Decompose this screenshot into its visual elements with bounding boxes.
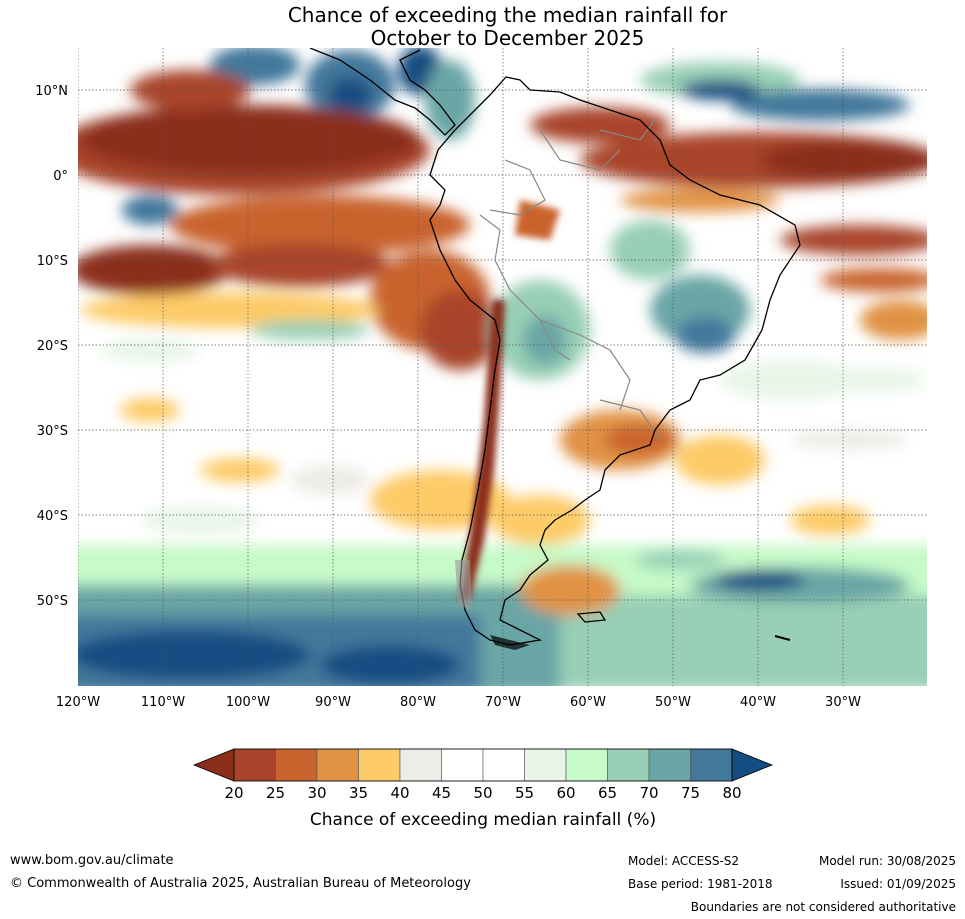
- lat-label: 50°S: [37, 594, 68, 609]
- footer-disclaimer: Boundaries are not considered authoritat…: [690, 900, 956, 914]
- colorbar-tick-label: 55: [515, 784, 534, 802]
- colorbar-swatches: [192, 748, 774, 782]
- colorbar-swatch: [482, 748, 525, 782]
- colorbar-swatch: [648, 748, 691, 782]
- lon-label: 70°W: [485, 695, 521, 710]
- colorbar-tick-label: 25: [266, 784, 285, 802]
- lon-label: 60°W: [570, 695, 606, 710]
- chile-fjords: [455, 560, 472, 610]
- lon-label: 120°W: [56, 695, 100, 710]
- lon-label: 30°W: [825, 695, 861, 710]
- south-america-coastline: [429, 76, 801, 646]
- footer-website: www.bom.gov.au/climate: [10, 853, 174, 868]
- colorbar-swatch: [441, 748, 484, 782]
- graticule: [78, 48, 927, 686]
- colorbar-tick-label: 35: [349, 784, 368, 802]
- rainfall-outlook-map: 10°N 0° 10°S 20°S 30°S 40°S 50°S 120°W 1…: [35, 48, 927, 830]
- lat-label: 30°S: [37, 424, 68, 439]
- lat-label: 10°N: [35, 84, 68, 99]
- colorbar-extend-low: [192, 748, 235, 782]
- colorbar-tick-label: 45: [432, 784, 451, 802]
- colorbar-swatch: [565, 748, 608, 782]
- lon-label: 90°W: [315, 695, 351, 710]
- lat-label: 20°S: [37, 339, 68, 354]
- footer-copyright: © Commonwealth of Australia 2025, Austra…: [10, 876, 471, 891]
- map-plot-area: [78, 48, 927, 686]
- footer-issued: Issued: 01/09/2025: [840, 877, 956, 891]
- title-line-2: October to December 2025: [370, 26, 645, 50]
- colorbar: 20 25 30 35 40 45 50 55 60 65 70 75 80 Chance of exc…: [192, 748, 774, 830]
- colorbar-tick-label: 80: [722, 784, 741, 802]
- colorbar-tick-labels: 20 25 30 35 40 45 50 55 60 65 70 75 80: [224, 784, 741, 802]
- lon-label: 80°W: [400, 695, 436, 710]
- country-borders: [479, 119, 661, 441]
- lat-label: 40°S: [37, 509, 68, 524]
- colorbar-swatch: [275, 748, 318, 782]
- lat-label: 0°: [53, 169, 68, 184]
- colorbar-swatch: [524, 748, 567, 782]
- colorbar-extend-high: [731, 748, 774, 782]
- lon-label: 40°W: [740, 695, 776, 710]
- latitude-labels: 10°N 0° 10°S 20°S 30°S 40°S 50°S: [35, 84, 68, 609]
- lon-label: 110°W: [141, 695, 185, 710]
- colorbar-swatch: [607, 748, 650, 782]
- colorbar-swatch: [358, 748, 401, 782]
- colorbar-swatch: [399, 748, 442, 782]
- colorbar-swatch: [690, 748, 733, 782]
- title-line-1: Chance of exceeding the median rainfall …: [287, 3, 728, 27]
- falkland-islands: [576, 611, 607, 623]
- colorbar-swatch: [233, 748, 276, 782]
- colorbar-frame: [233, 748, 733, 782]
- tierra-del-fuego: [490, 635, 530, 650]
- colorbar-tick-label: 30: [307, 784, 326, 802]
- colorbar-title: Chance of exceeding median rainfall (%): [310, 810, 656, 830]
- footer-model-run: Model run: 30/08/2025: [818, 854, 956, 868]
- map-title: Chance of exceeding the median rainfall …: [0, 4, 965, 50]
- lon-label: 100°W: [226, 695, 270, 710]
- colorbar-swatch: [316, 748, 359, 782]
- colorbar-tick-label: 40: [390, 784, 409, 802]
- footer-base-period: Base period: 1981-2018: [628, 877, 773, 891]
- colorbar-tick-label: 50: [473, 784, 492, 802]
- footer-model: Model: ACCESS-S2: [628, 854, 740, 868]
- central-america-coastline: [309, 48, 456, 136]
- rainfall-field: [78, 48, 927, 686]
- colorbar-tick-label: 70: [639, 784, 658, 802]
- lon-label: 50°W: [655, 695, 691, 710]
- colorbar-tick-label: 20: [224, 784, 243, 802]
- colorbar-tick-label: 60: [556, 784, 575, 802]
- colorbar-tick-label: 65: [598, 784, 617, 802]
- lat-label: 10°S: [37, 254, 68, 269]
- south-georgia: [774, 635, 791, 641]
- longitude-labels: 120°W 110°W 100°W 90°W 80°W 70°W 60°W 50…: [56, 695, 861, 710]
- colorbar-tick-label: 75: [681, 784, 700, 802]
